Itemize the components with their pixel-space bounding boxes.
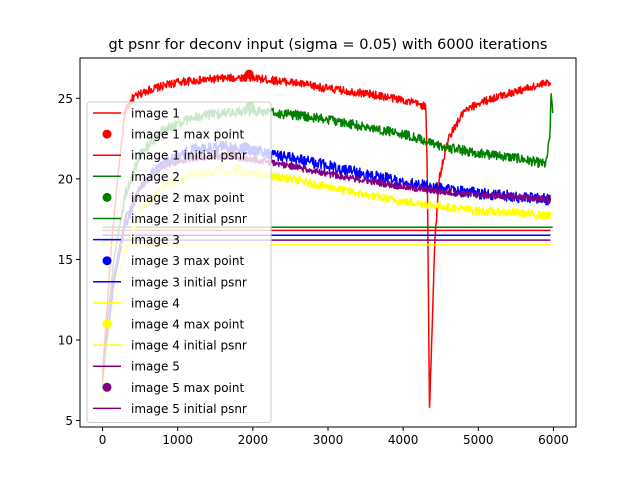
x-tick-label: 2000 <box>238 433 269 447</box>
legend-label: image 3 <box>131 233 180 247</box>
legend-marker-swatch <box>102 256 112 266</box>
legend: image 1 image 1 max point image 1 initial … <box>86 101 272 423</box>
x-tick-label: 1000 <box>162 433 193 447</box>
x-tick-label: 4000 <box>388 433 419 447</box>
x-tick-label: 3000 <box>313 433 344 447</box>
y-tick-label: 10 <box>58 333 73 347</box>
legend-label: image 3 max point <box>131 254 244 268</box>
max-point-marker-1 <box>244 69 254 79</box>
chart-title: gt psnr for deconv input (sigma = 0.05) … <box>109 37 548 53</box>
y-tick-label: 15 <box>58 253 73 267</box>
x-tick-label: 6000 <box>538 433 569 447</box>
y-tick-label: 25 <box>58 92 73 106</box>
legend-marker-swatch <box>102 129 112 139</box>
legend-marker-swatch <box>102 192 112 202</box>
legend-label: image 4 max point <box>131 318 244 332</box>
legend-label: image 2 max point <box>131 191 244 205</box>
legend-label: image 2 initial psnr <box>131 212 247 226</box>
legend-label: image 1 max point <box>131 128 244 142</box>
legend-label: image 1 <box>131 107 180 121</box>
legend-label: image 4 initial psnr <box>131 339 247 353</box>
legend-label: image 2 <box>131 170 180 184</box>
legend-label: image 3 initial psnr <box>131 275 247 289</box>
legend-label: image 4 <box>131 296 180 310</box>
axis-ticks: 0 1000 2000 3000 4000 5000 6000 5 10 15 20 25 <box>58 92 569 447</box>
legend-marker-swatch <box>102 382 112 392</box>
series-line-1 <box>101 73 552 409</box>
y-tick-label: 5 <box>65 414 73 428</box>
legend-label: image 5 max point <box>131 381 244 395</box>
legend-marker-swatch <box>102 319 112 329</box>
x-tick-label: 5000 <box>463 433 494 447</box>
legend-label: image 5 <box>131 360 180 374</box>
y-tick-label: 20 <box>58 172 73 186</box>
legend-box <box>86 101 272 423</box>
legend-label: image 5 initial psnr <box>131 402 247 416</box>
legend-label: image 1 initial psnr <box>131 149 247 163</box>
x-tick-label: 0 <box>99 433 107 447</box>
